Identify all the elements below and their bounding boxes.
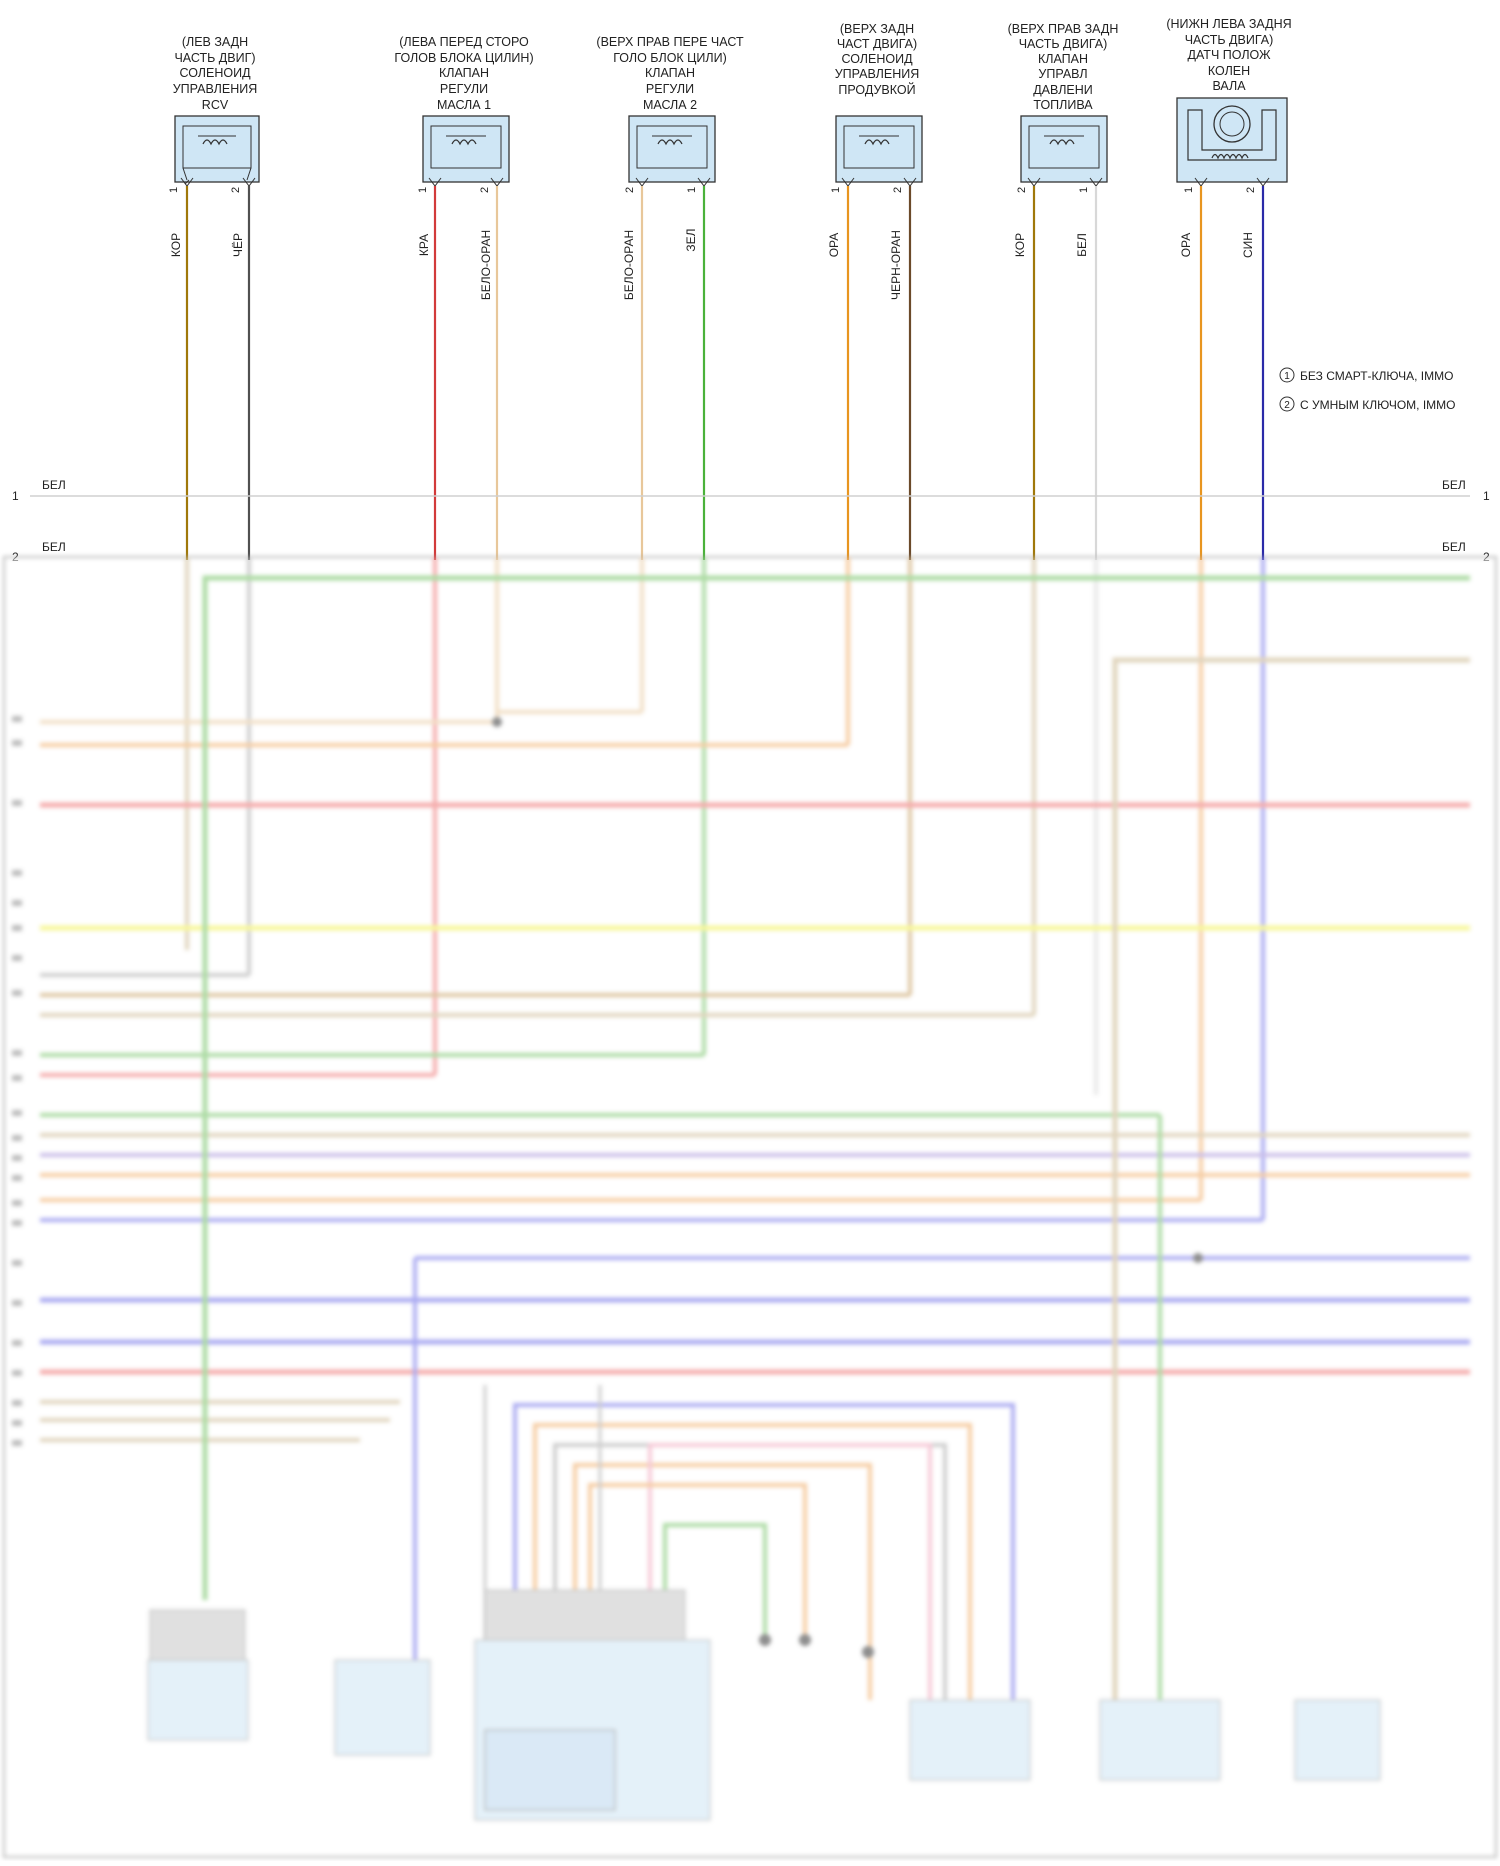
- wire-label: ЧЕРН-ОРАН: [889, 230, 903, 300]
- component-title-line: RCV: [202, 98, 229, 112]
- component-oil-valve-2: (ВЕРХ ПРАВ ПЕРЕ ЧАСТ ГОЛО БЛОК ЦИЛИ) КЛА…: [596, 35, 744, 300]
- component-title-line: УПРАВЛЕНИЯ: [835, 67, 920, 81]
- wire-label: ОРА: [1179, 233, 1193, 258]
- component-title-line: УПРАВЛ: [1038, 67, 1087, 81]
- component-title-line: ВАЛА: [1212, 79, 1246, 93]
- pin-number: 1: [1183, 187, 1195, 193]
- legend-number: 2: [1284, 400, 1290, 411]
- component-title-line: РЕГУЛИ: [440, 82, 488, 96]
- component-fuel-pressure-valve: (ВЕРХ ПРАВ ЗАДН ЧАСТЬ ДВИГА) КЛАПАН УПРА…: [1008, 22, 1119, 257]
- component-purge-solenoid: (ВЕРХ ЗАДН ЧАСТ ДВИГА) СОЛЕНОИД УПРАВЛЕН…: [827, 22, 923, 300]
- legend: 1 БЕЗ СМАРТ-КЛЮЧА, IMMO 2 С УМНЫМ КЛЮЧОМ…: [1279, 367, 1455, 412]
- pin-number: 1: [1078, 187, 1090, 193]
- component-title-line: КОЛЕН: [1208, 64, 1250, 78]
- bus-label: БЕЛ: [42, 478, 66, 492]
- valve-box: [628, 115, 716, 183]
- coil-icon: [1049, 139, 1075, 146]
- legend-text: С УМНЫМ КЛЮЧОМ, IMMO: [1300, 398, 1455, 412]
- pin-number: 2: [1016, 187, 1028, 193]
- solenoid-box: [835, 115, 923, 183]
- component-title-line: ДАВЛЕНИ: [1033, 83, 1093, 97]
- wire-label: БЕЛО-ОРАН: [479, 230, 493, 300]
- wire-label: ЧЁР: [231, 233, 245, 257]
- pin-number: 2: [230, 187, 242, 193]
- obscured-lower-schematic: [0, 556, 1500, 1861]
- valve-box: [422, 115, 510, 183]
- coil-icon: [451, 139, 477, 146]
- component-title-line: (ЛЕВА ПЕРЕД СТОРО: [399, 35, 529, 49]
- pin-number: 2: [892, 187, 904, 193]
- coil-frame: [182, 125, 252, 169]
- legend-marker: [1279, 367, 1295, 383]
- coil-icon: [657, 139, 683, 146]
- pin-number: 1: [830, 187, 842, 193]
- component-title-line: СОЛЕНОИД: [179, 66, 251, 80]
- component-title-line: ГОЛО БЛОК ЦИЛИ): [613, 51, 727, 65]
- pin-number: 1: [168, 187, 180, 193]
- bus-label: БЕЛ: [1442, 478, 1466, 492]
- legend-marker: [1279, 396, 1295, 412]
- component-title-line: (ВЕРХ ПРАВ ЗАДН: [1008, 22, 1119, 36]
- component-title-line: МАСЛА 1: [437, 98, 491, 112]
- component-crankshaft-sensor: (НИЖН ЛЕВА ЗАДНЯ ЧАСТЬ ДВИГА) ДАТЧ ПОЛОЖ…: [1166, 17, 1291, 258]
- component-oil-valve-1: (ЛЕВА ПЕРЕД СТОРО ГОЛОВ БЛОКА ЦИЛИН) КЛА…: [394, 35, 533, 300]
- solenoid-box: [174, 115, 260, 183]
- legend-text: БЕЗ СМАРТ-КЛЮЧА, IMMO: [1300, 369, 1453, 383]
- wire-label: ЗЕЛ: [684, 228, 698, 251]
- component-title-line: РЕГУЛИ: [646, 82, 694, 96]
- component-title-line: ГОЛОВ БЛОКА ЦИЛИН): [394, 51, 533, 65]
- coil-icon: [202, 139, 228, 146]
- component-rcv-solenoid: (ЛЕВ ЗАДН ЧАСТЬ ДВИГ) СОЛЕНОИД УПРАВЛЕНИ…: [168, 35, 260, 257]
- component-title-line: ТОПЛИВА: [1033, 98, 1093, 112]
- pin-number: 1: [417, 187, 429, 193]
- pin-number: 1: [686, 187, 698, 193]
- wire-label: КОР: [1013, 233, 1027, 257]
- component-title-line: (ВЕРХ ЗАДН: [840, 22, 914, 36]
- component-title-line: КЛАПАН: [645, 66, 695, 80]
- bus-number: 1: [12, 489, 19, 503]
- component-title-line: КЛАПАН: [439, 66, 489, 80]
- sensor-frame: [1187, 109, 1277, 161]
- crank-wheel-icon: [1213, 105, 1251, 143]
- component-title-line: МАСЛА 2: [643, 98, 697, 112]
- wire-label: БЕЛ: [1075, 233, 1089, 257]
- component-title-line: УПРАВЛЕНИЯ: [173, 82, 258, 96]
- legend-number: 1: [1284, 371, 1290, 382]
- component-title-line: (ЛЕВ ЗАДН: [182, 35, 248, 49]
- component-title-line: ДАТЧ ПОЛОЖ: [1187, 48, 1270, 62]
- component-title-line: ЧАСТ ДВИГА): [837, 37, 917, 51]
- bus-number: 1: [1483, 489, 1490, 503]
- pin-number: 2: [1245, 187, 1257, 193]
- component-title-line: ЧАСТЬ ДВИГ): [174, 51, 255, 65]
- bus-lines: 1 БЕЛ БЕЛ 1 2 БЕЛ БЕЛ 2: [12, 478, 1490, 564]
- component-title-line: КЛАПАН: [1038, 52, 1088, 66]
- bus-label: БЕЛ: [42, 540, 66, 554]
- component-title-line: (НИЖН ЛЕВА ЗАДНЯ: [1166, 17, 1291, 31]
- wire-label: СИН: [1241, 232, 1255, 258]
- component-title-line: (ВЕРХ ПРАВ ПЕРЕ ЧАСТ: [596, 35, 744, 49]
- component-title-line: СОЛЕНОИД: [841, 52, 913, 66]
- wire-label: ОРА: [827, 233, 841, 258]
- pin-number: 2: [624, 187, 636, 193]
- component-title-line: ЧАСТЬ ДВИГА): [1019, 37, 1108, 51]
- coil-icon: [864, 139, 890, 146]
- wire-label: БЕЛО-ОРАН: [622, 230, 636, 300]
- pin-number: 2: [479, 187, 491, 193]
- wire-label: КРА: [417, 234, 431, 256]
- wire-label: КОР: [169, 233, 183, 257]
- bus-label: БЕЛ: [1442, 540, 1466, 554]
- component-title-line: ПРОДУВКОЙ: [838, 82, 915, 97]
- component-wires: [185, 186, 1265, 560]
- coil-icon: [1211, 153, 1249, 160]
- valve-box: [1020, 115, 1108, 183]
- component-title-line: ЧАСТЬ ДВИГА): [1185, 33, 1274, 47]
